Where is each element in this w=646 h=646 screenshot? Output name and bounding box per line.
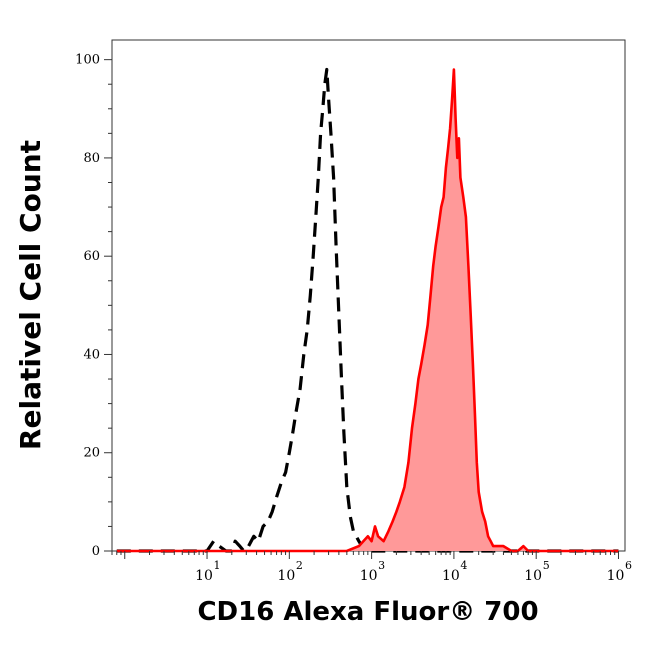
x-tick-base: 10 [195,568,213,584]
y-axis-title: Relativel Cell Count [14,140,47,450]
x-tick-label: 106 [607,559,632,584]
series-line-1 [116,68,619,553]
series-layer [116,67,619,553]
x-tick-exponent: 4 [460,559,467,572]
x-tick-exponent: 5 [543,559,550,572]
y-tick-label: 100 [75,53,100,68]
x-axis-title: CD16 Alexa Fluor® 700 [197,597,538,627]
x-tick-base: 10 [360,568,378,584]
x-tick-exponent: 2 [296,559,303,572]
x-tick-label: 103 [360,559,385,584]
x-tick-exponent: 3 [378,559,385,572]
x-tick-base: 10 [277,568,295,584]
x-tick-label: 101 [195,559,220,584]
y-tick-label: 20 [83,446,100,461]
x-tick-exponent: 6 [625,559,632,572]
x-tick-exponent: 1 [214,559,221,572]
y-tick-label: 0 [92,544,100,559]
x-tick-base: 10 [524,568,542,584]
y-tick-label: 60 [83,249,100,264]
y-tick-label: 80 [83,151,100,166]
x-tick-label: 105 [524,559,549,584]
plot-frame [111,39,626,552]
x-tick-base: 10 [607,568,625,584]
series-line-0 [116,67,619,553]
x-tick-label: 104 [442,559,467,584]
x-tick-label: 102 [277,559,302,584]
x-tick-base: 10 [442,568,460,584]
series-fill-1 [116,69,619,551]
y-axis: 0 20 40 60 80 100 [75,53,112,559]
y-tick-label: 40 [83,347,100,362]
